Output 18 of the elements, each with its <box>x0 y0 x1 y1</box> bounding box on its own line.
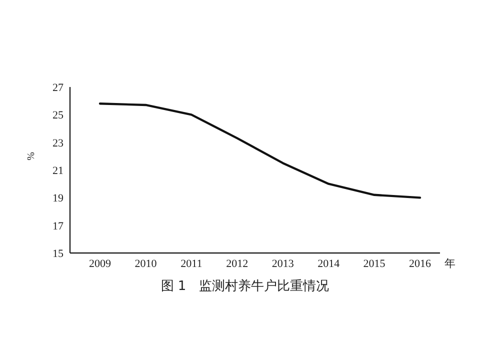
x-tick-label: 2014 <box>318 258 340 270</box>
y-tick-label: 23 <box>52 137 64 150</box>
x-axis-title: 年 <box>444 257 456 270</box>
caption: 图 1 监测村养牛户比重情况 <box>160 278 330 294</box>
x-tick-label: 2013 <box>272 258 294 270</box>
x-tick-label: 2010 <box>134 258 158 270</box>
x-tick-label: 2016 <box>409 258 432 270</box>
y-tick-label: 21 <box>52 165 64 177</box>
x-tick-label: 2015 <box>363 258 386 270</box>
y-tick-label: 15 <box>52 248 64 260</box>
y-tick-label: 19 <box>52 192 64 205</box>
y-axis-title: % <box>26 152 37 160</box>
y-tick-label: 17 <box>52 220 64 232</box>
x-tick-label: 2011 <box>180 258 202 270</box>
y-tick-label: 25 <box>52 110 64 122</box>
y-tick-label: 27 <box>52 82 64 94</box>
x-tick-label: 2009 <box>89 258 112 270</box>
x-tick-label: 2012 <box>226 258 248 270</box>
